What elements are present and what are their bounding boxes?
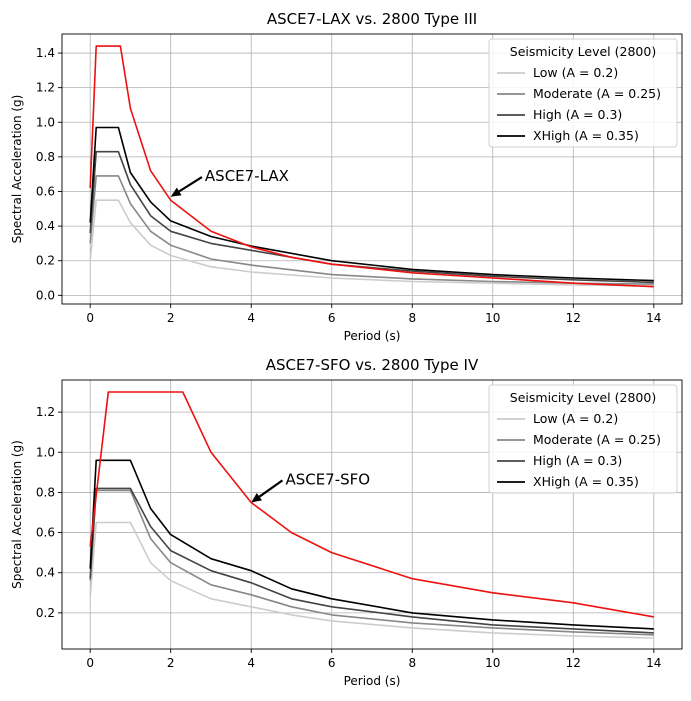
legend: Seismicity Level (2800) Low (A = 0.2) Mode…	[488, 384, 678, 494]
legend-entry-2: Moderate (A = 0.25)	[533, 432, 661, 447]
annotation-arrow-shaft	[178, 176, 203, 193]
y-tick-label: 1.0	[36, 445, 55, 459]
y-tick-label: 1.4	[36, 46, 55, 60]
x-tick-label: 10	[485, 311, 500, 325]
axes-frame	[61, 379, 683, 650]
legend-entry-3: High (A = 0.3)	[533, 453, 622, 468]
series-group	[89, 45, 654, 288]
x-tick-label: 12	[566, 311, 581, 325]
y-tick-label: 0.2	[36, 606, 55, 620]
x-tick-label: 12	[566, 656, 581, 670]
series-group	[89, 391, 654, 639]
series-line-5	[89, 391, 654, 618]
y-tick-label: 1.0	[36, 115, 55, 129]
x-tick-label: 14	[646, 656, 661, 670]
series-line-1	[89, 521, 654, 639]
y-tick-label: 0.8	[36, 150, 55, 164]
y-tick-label: 0.6	[36, 526, 55, 540]
annotation-arrow-shaft	[258, 479, 284, 498]
axes-frame	[61, 33, 683, 305]
y-tick-label: 1.2	[36, 81, 55, 95]
series-line-3	[89, 487, 654, 634]
y-tick-label: 0.4	[36, 566, 55, 580]
annotation-arrow-head	[170, 187, 182, 197]
series-line-4	[89, 459, 654, 630]
series-line-2	[89, 175, 654, 285]
x-tick-label: 2	[167, 656, 175, 670]
legend: Seismicity Level (2800) Low (A = 0.2) Mode…	[488, 38, 678, 148]
x-tick-label: 2	[167, 311, 175, 325]
x-tick-label: 0	[86, 656, 94, 670]
legend-title: Seismicity Level (2800)	[510, 390, 656, 405]
x-tick-label: 10	[485, 656, 500, 670]
series-line-2	[89, 489, 654, 636]
x-tick-label: 8	[408, 656, 416, 670]
x-tick-label: 6	[328, 656, 336, 670]
x-tick-label: 6	[328, 311, 336, 325]
legend-entry-3: High (A = 0.3)	[533, 107, 622, 122]
x-axis-label: Period (s)	[344, 674, 401, 688]
x-tick-label: 4	[247, 656, 255, 670]
y-tick-label: 0.6	[36, 185, 55, 199]
chart-title: ASCE7-LAX vs. 2800 Type III	[267, 10, 477, 28]
x-tick-label: 0	[86, 311, 94, 325]
annotation-label: ASCE7-SFO	[285, 470, 370, 488]
y-tick-label: 0.0	[36, 288, 55, 302]
legend-entry-1: Low (A = 0.2)	[533, 411, 618, 426]
legend-entry-1: Low (A = 0.2)	[533, 65, 618, 80]
annotation-label: ASCE7-LAX	[205, 167, 289, 185]
legend-title: Seismicity Level (2800)	[510, 44, 656, 59]
legend-entry-4: XHigh (A = 0.35)	[533, 474, 639, 489]
series-line-4	[89, 126, 654, 282]
x-tick-label: 14	[646, 311, 661, 325]
legend-entry-2: Moderate (A = 0.25)	[533, 86, 661, 101]
legend-box	[488, 384, 678, 494]
chart-title: ASCE7-SFO vs. 2800 Type IV	[266, 356, 479, 374]
series-line-1	[89, 199, 654, 287]
chart-panel-1: 0 2 4 6 8 10 12 14 0.0 0.2 0.4 0.6 0.8 1.0 1.2 1.4 ASCE7…	[10, 10, 683, 343]
y-tick-label: 0.4	[36, 219, 55, 233]
y-tick-label: 0.8	[36, 485, 55, 499]
legend-entry-4: XHigh (A = 0.35)	[533, 128, 639, 143]
annotation-arrow-head	[251, 493, 262, 503]
y-tick-label: 0.2	[36, 254, 55, 268]
x-tick-label: 4	[247, 311, 255, 325]
series-line-3	[89, 150, 654, 284]
x-tick-label: 8	[408, 311, 416, 325]
legend-box	[488, 38, 678, 148]
y-tick-label: 1.2	[36, 405, 55, 419]
series-line-5	[89, 45, 654, 288]
y-axis-label: Spectral Acceleration (g)	[10, 95, 24, 244]
y-axis-label: Spectral Acceleration (g)	[10, 440, 24, 589]
x-axis-label: Period (s)	[344, 329, 401, 343]
chart-panel-2: 0 2 4 6 8 10 12 14 0.2 0.4 0.6 0.8 1.0 1.2 ASCE7-SFO v…	[10, 356, 683, 688]
